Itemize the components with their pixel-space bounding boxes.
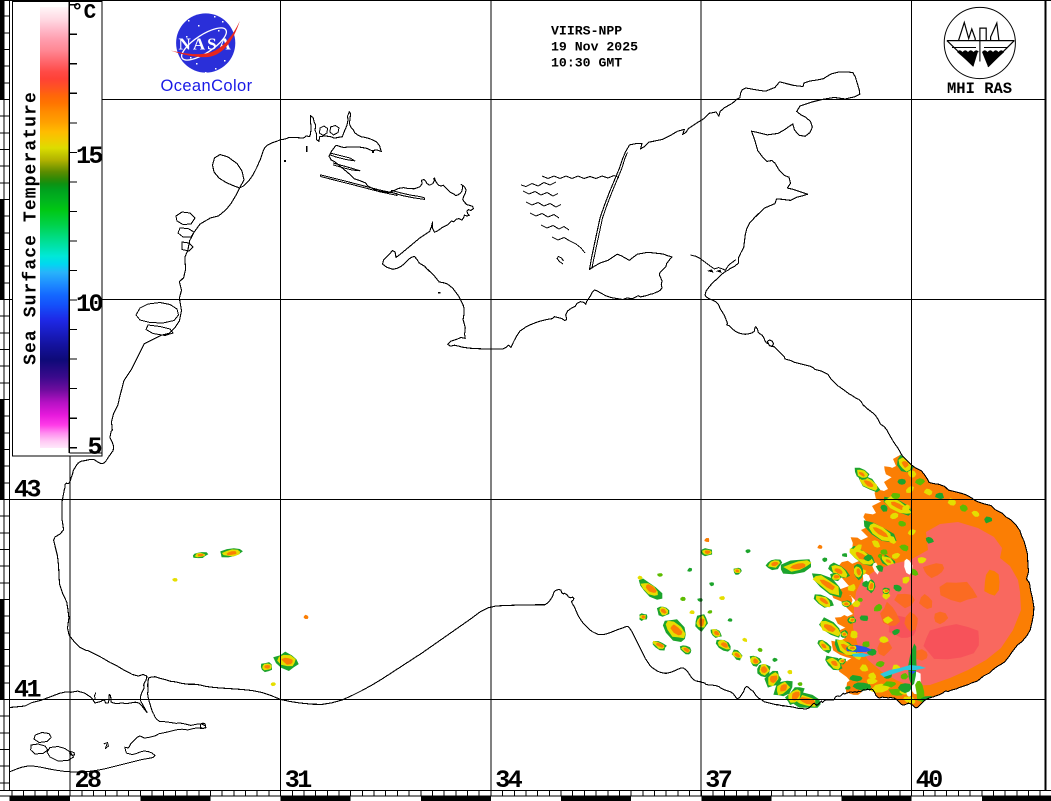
svg-text:°C: °C — [71, 2, 97, 25]
svg-text:19 Nov 2025: 19 Nov 2025 — [551, 40, 638, 55]
svg-text:15: 15 — [76, 142, 103, 171]
svg-text:41: 41 — [14, 676, 41, 705]
svg-text:34: 34 — [495, 766, 523, 795]
svg-text:43: 43 — [14, 476, 41, 505]
svg-text:37: 37 — [705, 766, 732, 795]
svg-text:28: 28 — [75, 766, 102, 795]
svg-text:5: 5 — [88, 433, 102, 462]
svg-text:Sea Surface Temperature: Sea Surface Temperature — [22, 91, 42, 365]
svg-text:31: 31 — [285, 766, 312, 795]
svg-text:MHI RAS: MHI RAS — [947, 80, 1012, 98]
svg-text:10:30 GMT: 10:30 GMT — [551, 56, 622, 71]
svg-text:10: 10 — [76, 290, 103, 319]
svg-text:OceanColor: OceanColor — [160, 77, 252, 95]
svg-text:40: 40 — [916, 766, 943, 795]
svg-text:VIIRS-NPP: VIIRS-NPP — [551, 24, 622, 39]
svg-text:NASA: NASA — [179, 35, 233, 54]
